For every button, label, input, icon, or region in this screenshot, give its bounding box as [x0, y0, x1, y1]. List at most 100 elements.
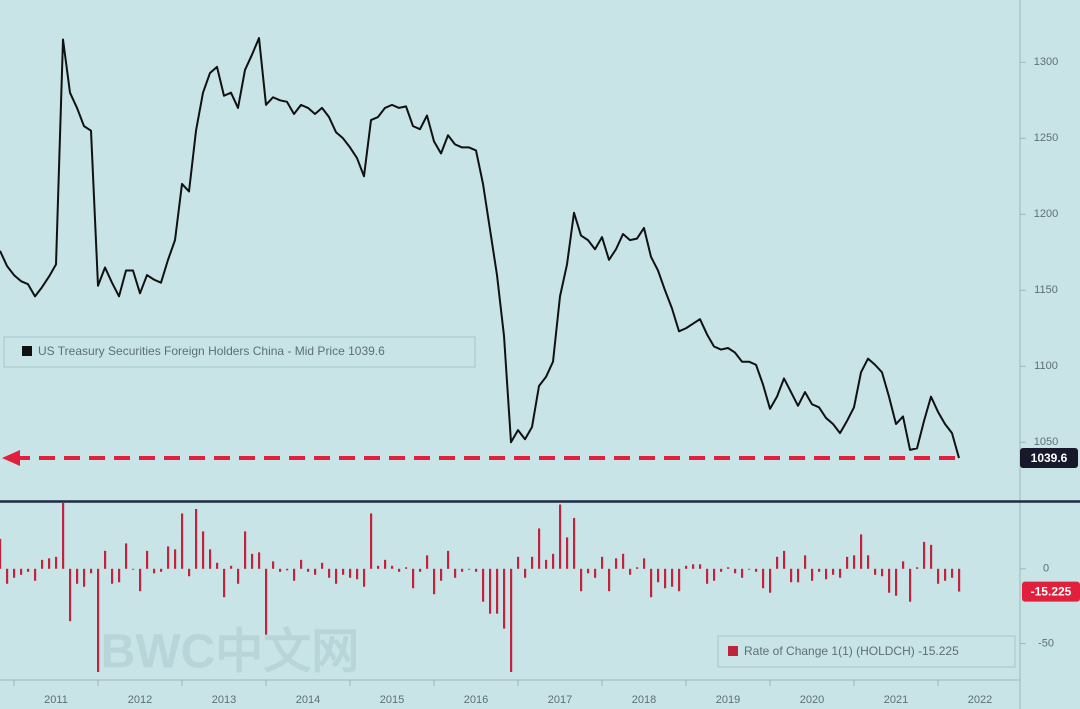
- bar: [6, 568, 9, 584]
- legend-box: [717, 635, 1016, 668]
- bar: [111, 568, 114, 584]
- bar: [517, 556, 520, 569]
- data-line: [0, 36, 960, 459]
- bar: [62, 503, 65, 569]
- y-tick-label: 1300: [1034, 56, 1058, 68]
- bar: [174, 549, 177, 569]
- bar: [545, 559, 548, 569]
- bar: [0, 538, 2, 569]
- y-tick-label: 1250: [1034, 132, 1058, 144]
- x-tick-label: 2012: [128, 694, 152, 706]
- bar: [496, 568, 499, 614]
- bar: [489, 568, 492, 614]
- bar: [279, 568, 282, 572]
- bar: [580, 568, 583, 592]
- y-tick-label: 1200: [1034, 208, 1058, 220]
- x-tick-label: 2019: [716, 694, 740, 706]
- bar: [937, 568, 940, 584]
- legend-label: Rate of Change 1(1) (HOLDCH) -15.225: [744, 644, 959, 658]
- bar: [125, 543, 128, 569]
- x-tick-label: 2017: [548, 694, 572, 706]
- y-tick-label: 1150: [1034, 284, 1058, 296]
- bar: [272, 561, 275, 569]
- bar: [944, 568, 947, 581]
- bar: [349, 568, 352, 578]
- y-tick-label: 1100: [1034, 360, 1058, 372]
- legend-box: [3, 336, 476, 368]
- last-value-label: -15.225: [1031, 585, 1072, 599]
- bar-panel: [0, 503, 961, 672]
- x-tick-label: 2020: [800, 694, 824, 706]
- bar: [685, 565, 688, 569]
- bar: [202, 531, 205, 569]
- bar: [251, 553, 254, 569]
- bar: [930, 544, 933, 569]
- bar: [797, 568, 800, 583]
- bar: [587, 568, 590, 574]
- x-tick-label: 2022: [968, 694, 992, 706]
- bar: [594, 568, 597, 578]
- bar: [783, 550, 786, 569]
- bar: [468, 568, 471, 570]
- y-tick-label: 1050: [1034, 436, 1058, 448]
- bar: [118, 568, 121, 583]
- bar: [230, 565, 233, 569]
- bar: [734, 568, 737, 574]
- bar: [839, 568, 842, 578]
- bar: [41, 559, 44, 569]
- bar: [881, 568, 884, 577]
- bar: [377, 565, 380, 569]
- bar: [818, 568, 821, 572]
- bar: [426, 555, 429, 569]
- bar: [20, 568, 23, 575]
- bar: [391, 565, 394, 569]
- bar: [748, 568, 751, 570]
- bar: [573, 517, 576, 569]
- bar: [482, 568, 485, 602]
- bar: [503, 568, 506, 629]
- bar: [69, 568, 72, 622]
- reference-arrow-head: [2, 450, 20, 467]
- y-tick-label: 0: [1043, 563, 1049, 575]
- bar: [524, 568, 527, 578]
- watermark: BWC中文网: [101, 626, 360, 679]
- bar: [706, 568, 709, 584]
- bar: [321, 562, 324, 569]
- bar: [874, 568, 877, 575]
- bar: [853, 555, 856, 569]
- bar: [923, 541, 926, 569]
- bar: [699, 564, 702, 569]
- bar: [433, 568, 436, 595]
- bar: [188, 568, 191, 577]
- bar: [727, 567, 730, 569]
- x-tick-label: 2016: [464, 694, 488, 706]
- bar: [804, 555, 807, 569]
- x-tick-label: 2015: [380, 694, 404, 706]
- bar: [90, 568, 93, 574]
- bar: [335, 568, 338, 584]
- bar: [300, 559, 303, 569]
- bar: [601, 556, 604, 569]
- bar: [769, 568, 772, 593]
- legend-swatch: [728, 646, 738, 656]
- bar: [146, 550, 149, 569]
- bar: [461, 568, 464, 572]
- bar: [342, 568, 345, 575]
- bar: [76, 568, 79, 584]
- bar: [398, 568, 401, 572]
- bar: [244, 531, 247, 569]
- x-tick-label: 2011: [44, 694, 68, 706]
- bar: [608, 568, 611, 592]
- bar: [314, 568, 317, 575]
- bar: [384, 559, 387, 569]
- x-tick-label: 2013: [212, 694, 236, 706]
- bar: [48, 558, 51, 569]
- bar: [860, 534, 863, 569]
- bar: [237, 568, 240, 584]
- bar: [216, 562, 219, 569]
- bar: [566, 537, 569, 569]
- bar: [552, 553, 555, 569]
- bar: [27, 568, 30, 572]
- bar: [720, 568, 723, 572]
